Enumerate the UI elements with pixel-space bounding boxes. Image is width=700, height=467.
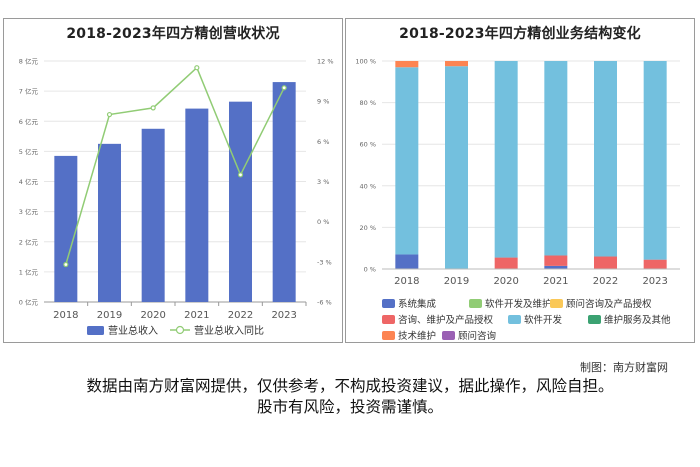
yoy-point [237, 172, 244, 178]
x-axis-tick-label: 2019 [444, 276, 469, 287]
disclaimer-line-2: 股市有风险，投资需谨慎。 [256, 398, 443, 416]
x-axis-tick-label: 2023 [271, 310, 296, 321]
yoy-point [150, 105, 156, 111]
stacked-bar-segment [395, 61, 419, 68]
legend-yoy-marker [175, 325, 185, 335]
revenue-bar [98, 143, 121, 302]
business-structure-chart-panel: 2018-2023年四方精创业务结构变化 0 % 20 % 40 % 60 % 80 %… [345, 18, 695, 343]
revenue-chart-panel: 2018-2023年四方精创营收状况 0 亿元 1 亿元 2 亿元 3 亿元 4 亿元 5… [3, 18, 343, 343]
yoy-line [65, 66, 285, 265]
x-axis-tick-label: 2018 [53, 310, 78, 321]
legend-swatch [382, 299, 395, 308]
stacked-bar-segment [395, 254, 419, 269]
stacked-bar-segment [395, 67, 419, 255]
y-axis-tick-label: 0 % [364, 266, 376, 274]
stacked-bar-segment [643, 259, 667, 269]
left-axis-tick-label: 1 亿元 [19, 267, 39, 276]
legend-revenue-label: 营业总收入 [108, 324, 158, 337]
legend-yoy-label: 营业总收入同比 [194, 324, 264, 337]
right-axis-tick-label: 9 % [317, 98, 329, 106]
left-axis-tick-label: 5 亿元 [19, 147, 39, 156]
stacked-bar-segment [544, 255, 568, 266]
left-axis-tick-label: 8 亿元 [19, 57, 39, 66]
yoy-point [281, 85, 287, 91]
right-axis-tick-label: -3 % [317, 258, 332, 266]
right-axis-tick-label: 6 % [317, 138, 329, 146]
left-axis-tick-label: 0 亿元 [19, 298, 39, 307]
left-axis-tick-label: 3 亿元 [19, 207, 39, 216]
left-axis-tick-label: 4 亿元 [19, 177, 39, 186]
left-axis-tick-label: 6 亿元 [19, 117, 39, 126]
x-axis-tick-label: 2020 [140, 310, 165, 321]
right-axis-tick-label: 3 % [317, 178, 329, 186]
business-structure-chart: 0 % 20 % 40 % 60 % 80 % 100 % 2018 2019 2020 2021… [355, 58, 680, 342]
stacked-bar-segment [445, 61, 468, 67]
legend-label: 系统集成 [398, 298, 437, 310]
legend-swatch [442, 331, 455, 340]
chart-credit: 制图：南方财富网 [580, 361, 668, 374]
x-axis-tick-label: 2021 [184, 310, 209, 321]
legend-label: 软件开发及维护 [485, 298, 552, 310]
right-axis-tick-label: -6 % [317, 299, 332, 307]
legend-label: 维护服务及其他 [604, 314, 671, 326]
legend-label: 技术维护 [398, 330, 436, 342]
yoy-point [106, 111, 113, 118]
legend-label: 咨询、维护及产品授权 [398, 314, 494, 326]
right-axis-tick-label: 0 % [317, 218, 329, 226]
stacked-bar-segment [544, 265, 568, 269]
yoy-point [63, 261, 69, 268]
x-axis-tick-label: 2020 [493, 276, 518, 287]
x-axis-tick-label: 2019 [97, 310, 122, 321]
left-axis-tick-label: 2 亿元 [19, 237, 39, 246]
revenue-bar [54, 155, 78, 302]
stacked-bar-segment [494, 61, 518, 258]
y-axis-tick-label: 20 % [359, 224, 376, 232]
stacked-bar-segment [445, 66, 468, 269]
legend-label: 软件开发 [524, 314, 563, 326]
legend-swatch [550, 299, 563, 308]
y-axis-tick-label: 40 % [359, 182, 376, 190]
x-axis-tick-label: 2022 [228, 310, 253, 321]
revenue-bar [229, 101, 252, 302]
legend-label: 顾问咨询 [458, 330, 496, 342]
x-axis-tick-label: 2021 [543, 276, 568, 287]
legend-swatch [382, 331, 395, 340]
left-axis-tick-label: 7 亿元 [19, 87, 39, 96]
y-axis-tick-label: 60 % [359, 141, 376, 149]
revenue-chart-title: 2018-2023年四方精创营收状况 [66, 26, 280, 42]
legend-swatch [588, 315, 601, 324]
stacked-bar-segment [594, 61, 617, 257]
legend-swatch [508, 315, 521, 324]
legend-label: 顾问咨询及产品授权 [566, 298, 652, 310]
revenue-bar [185, 108, 209, 302]
y-axis-tick-label: 100 % [355, 58, 376, 66]
disclaimer: 数据由南方财富网提供，仅供参考，不构成投资建议，据此操作，风险自担。 股市有风险… [0, 376, 700, 418]
x-axis-tick-label: 2018 [394, 276, 419, 287]
x-axis-tick-label: 2023 [642, 276, 667, 287]
right-axis-tick-label: 12 % [317, 58, 334, 66]
y-axis-tick-label: 80 % [359, 99, 376, 107]
stacked-bar-segment [643, 61, 667, 260]
stacked-bar-segment [544, 61, 568, 256]
x-axis-tick-label: 2022 [593, 276, 618, 287]
stacked-bar-segment [594, 256, 617, 269]
revenue-bar [272, 82, 296, 303]
yoy-point [194, 65, 200, 71]
legend-revenue-swatch [87, 326, 104, 335]
business-structure-chart-title: 2018-2023年四方精创业务结构变化 [399, 26, 641, 42]
legend-swatch [469, 299, 482, 308]
disclaimer-line-1: 数据由南方财富网提供，仅供参考，不构成投资建议，据此操作，风险自担。 [86, 377, 614, 395]
revenue-bar [141, 128, 165, 302]
revenue-chart: 0 亿元 1 亿元 2 亿元 3 亿元 4 亿元 5 亿元 6 亿元 7 亿元 8 亿元 -6 %… [19, 57, 334, 338]
legend-swatch [382, 315, 395, 324]
stacked-bar-segment [494, 257, 518, 269]
